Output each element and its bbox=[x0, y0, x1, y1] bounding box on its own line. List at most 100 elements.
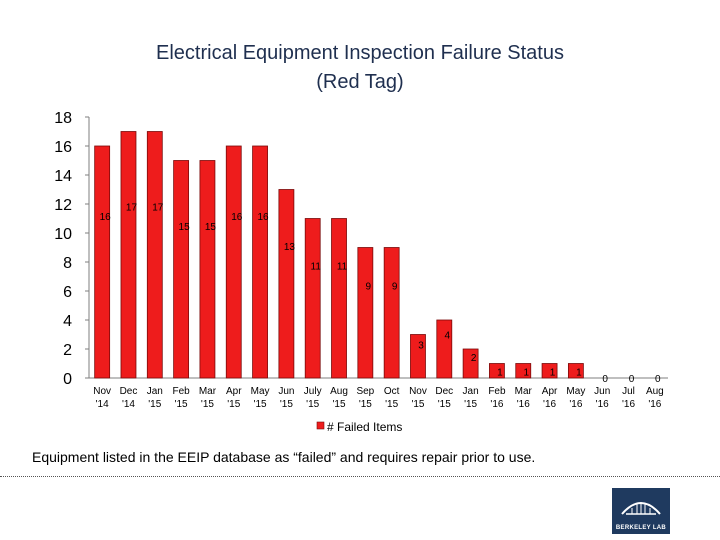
y-tick-label: 18 bbox=[54, 110, 72, 127]
y-tick-label: 10 bbox=[54, 226, 72, 243]
x-tick-label-year: '15 bbox=[227, 399, 240, 410]
bar bbox=[383, 247, 400, 379]
footer-divider bbox=[0, 476, 720, 477]
x-tick-label-month: Aug bbox=[330, 386, 348, 397]
x-tick-label-month: Mar bbox=[199, 386, 217, 397]
x-tick-label-month: Apr bbox=[226, 386, 242, 397]
x-tick-label-year: '15 bbox=[332, 399, 345, 410]
x-tick-label-month: May bbox=[251, 386, 270, 397]
x-tick-label-month: Aug bbox=[646, 386, 664, 397]
x-tick-label-year: '16 bbox=[596, 399, 609, 410]
chart-title-line-1: Electrical Equipment Inspection Failure … bbox=[156, 42, 564, 64]
y-tick-label: 6 bbox=[63, 284, 72, 301]
x-tick-label-year: '15 bbox=[359, 399, 372, 410]
data-label: 9 bbox=[392, 281, 398, 292]
x-tick-label-year: '15 bbox=[148, 399, 161, 410]
x-tick-label-month: Oct bbox=[384, 386, 400, 397]
x-tick-label-year: '16 bbox=[648, 399, 661, 410]
lab-building-icon bbox=[621, 502, 661, 515]
data-label: 15 bbox=[205, 222, 217, 233]
bar bbox=[120, 131, 137, 379]
x-tick-label-year: '15 bbox=[201, 399, 214, 410]
x-tick-label-month: Nov bbox=[93, 386, 111, 397]
bar bbox=[462, 348, 479, 379]
data-label: 0 bbox=[655, 374, 661, 385]
x-tick-label-year: '16 bbox=[543, 399, 556, 410]
data-label: 0 bbox=[602, 374, 608, 385]
data-label: 11 bbox=[337, 262, 348, 273]
data-label: 16 bbox=[231, 212, 243, 223]
x-tick-label-year: '16 bbox=[490, 399, 503, 410]
x-tick-label-year: '15 bbox=[254, 399, 267, 410]
y-tick-label: 0 bbox=[63, 371, 72, 388]
x-tick-label-year: '16 bbox=[517, 399, 530, 410]
x-tick-label-month: July bbox=[304, 386, 322, 397]
x-tick-label-month: Nov bbox=[409, 386, 427, 397]
x-tick-label-year: '15 bbox=[438, 399, 451, 410]
x-tick-label-year: '15 bbox=[385, 399, 398, 410]
bar bbox=[410, 334, 426, 379]
bar bbox=[173, 160, 190, 379]
x-tick-label-month: Jun bbox=[594, 386, 610, 397]
berkeley-lab-logo: BERKELEY LAB bbox=[612, 488, 670, 534]
data-label: 1 bbox=[523, 368, 529, 379]
x-tick-label-month: Mar bbox=[515, 386, 533, 397]
x-tick-label-year: '16 bbox=[569, 399, 582, 410]
bar bbox=[146, 131, 163, 379]
bar bbox=[304, 218, 321, 379]
data-label: 1 bbox=[550, 368, 556, 379]
bar-chart: 02468101214161816Nov'1417Dec'1417Jan'151… bbox=[54, 110, 668, 434]
data-label: 15 bbox=[179, 222, 191, 233]
data-label: 1 bbox=[576, 368, 582, 379]
bar bbox=[489, 363, 505, 379]
x-tick-label-month: Jan bbox=[463, 386, 479, 397]
data-label: 2 bbox=[471, 353, 477, 364]
data-label: 9 bbox=[366, 281, 372, 292]
y-tick-label: 2 bbox=[63, 342, 72, 359]
x-tick-label-year: '15 bbox=[411, 399, 424, 410]
x-tick-label-year: '14 bbox=[122, 399, 135, 410]
x-tick-label-month: Dec bbox=[435, 386, 453, 397]
data-label: 17 bbox=[126, 202, 138, 213]
bar bbox=[541, 363, 558, 379]
x-tick-label-year: '15 bbox=[306, 399, 319, 410]
x-tick-label-month: Apr bbox=[542, 386, 558, 397]
x-tick-label-year: '15 bbox=[280, 399, 293, 410]
bar bbox=[331, 218, 347, 379]
x-tick-label-month: Jun bbox=[278, 386, 294, 397]
x-tick-label-month: May bbox=[566, 386, 585, 397]
data-label: 13 bbox=[284, 242, 296, 253]
data-label: 0 bbox=[629, 374, 635, 385]
data-label: 16 bbox=[100, 212, 112, 223]
data-label: 3 bbox=[418, 341, 424, 352]
y-tick-label: 14 bbox=[54, 168, 72, 185]
bar bbox=[567, 363, 584, 379]
x-tick-label-month: Jan bbox=[147, 386, 163, 397]
x-tick-label-year: '15 bbox=[464, 399, 477, 410]
y-tick-label: 8 bbox=[63, 255, 72, 272]
bar bbox=[357, 247, 374, 379]
x-tick-label-month: Feb bbox=[172, 386, 190, 397]
bar bbox=[94, 145, 111, 379]
bar bbox=[252, 145, 268, 379]
y-tick-label: 4 bbox=[63, 313, 72, 330]
data-label: 11 bbox=[311, 262, 322, 273]
bar bbox=[515, 363, 532, 379]
bar bbox=[278, 189, 295, 379]
legend-swatch bbox=[316, 421, 325, 430]
bar bbox=[199, 160, 216, 379]
logo-wordmark: BERKELEY LAB bbox=[615, 525, 667, 531]
chart-title-line-2: (Red Tag) bbox=[316, 71, 404, 93]
x-tick-label-year: '15 bbox=[175, 399, 188, 410]
chart-caption: Equipment listed in the EEIP database as… bbox=[32, 449, 536, 465]
x-tick-label-month: Dec bbox=[120, 386, 138, 397]
data-label: 1 bbox=[497, 368, 503, 379]
bar bbox=[436, 319, 453, 379]
x-tick-label-month: Sep bbox=[356, 386, 374, 397]
data-label: 16 bbox=[258, 212, 270, 223]
y-tick-label: 12 bbox=[54, 197, 72, 214]
x-tick-label-year: '16 bbox=[622, 399, 635, 410]
bar bbox=[225, 145, 242, 379]
data-label: 4 bbox=[445, 331, 451, 342]
x-tick-label-year: '14 bbox=[96, 399, 109, 410]
